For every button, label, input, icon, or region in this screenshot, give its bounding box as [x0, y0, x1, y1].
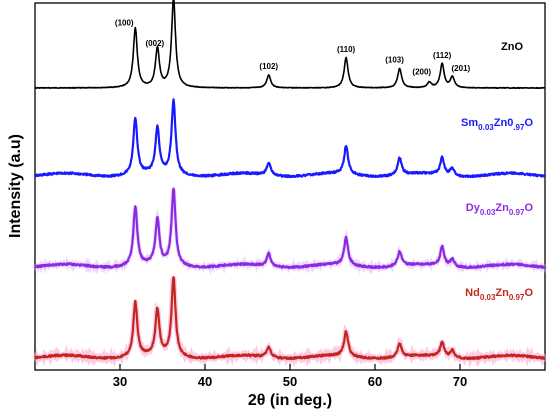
- series-label-part: 0.03: [480, 208, 496, 217]
- peak-label: (102): [259, 62, 278, 71]
- series-label-part: 0.03: [480, 293, 496, 302]
- series-label-part: 0.97: [509, 293, 525, 302]
- series-label-part: 0.03: [478, 123, 494, 132]
- series-3: Dy0.03Zn0.97O: [33, 187, 547, 276]
- series-layer: ZnO(100)(002)(101)(102)(110)(103)(200)(1…: [33, 0, 547, 369]
- peak-label: (103): [385, 56, 404, 65]
- series-label-part: O: [524, 202, 533, 214]
- series-line: [34, 0, 546, 89]
- series-label: Nd0.03Zn0.97O: [465, 287, 533, 302]
- series-glow: [33, 188, 547, 276]
- series-label-part: ZnO: [501, 41, 523, 53]
- series-label: Dy0.03Zn0.97O: [466, 202, 534, 217]
- peak-label: (112): [433, 51, 452, 60]
- series-line: [34, 187, 547, 270]
- y-axis-title: Intensity (a.u): [7, 134, 24, 238]
- peak-label: (110): [337, 45, 356, 54]
- x-tick-label: 60: [368, 374, 382, 389]
- series-2: Sm0.03Zn0.97O: [33, 98, 547, 179]
- series-label-part: Zn: [495, 287, 509, 299]
- plot-frame: [34, 2, 546, 371]
- x-axis-title: 2θ (in deg.): [248, 392, 332, 409]
- series-1: ZnO(100)(002)(101)(102)(110)(103)(200)(1…: [34, 0, 546, 89]
- series-label: Sm0.03Zn0.97O: [461, 117, 533, 132]
- series-label: ZnO: [501, 41, 523, 53]
- series-label-part: O: [524, 117, 533, 129]
- series-label-part: Dy: [466, 202, 481, 214]
- x-tick-label: 30: [113, 374, 127, 389]
- peak-label: (002): [146, 39, 165, 48]
- peak-label: (100): [115, 19, 134, 28]
- x-axis-ticks: 30 40 50 60 70: [113, 364, 467, 389]
- series-label-part: Sm: [461, 117, 478, 129]
- series-label-part: .97: [513, 123, 525, 132]
- series-line: [34, 276, 546, 361]
- series-label-part: O: [524, 287, 533, 299]
- series-label-part: Nd: [465, 287, 480, 299]
- x-tick-label: 50: [283, 374, 297, 389]
- peak-label: (200): [412, 68, 431, 77]
- x-tick-label: 40: [198, 374, 212, 389]
- series-label-part: 0.97: [509, 208, 525, 217]
- series-4: Nd0.03Zn0.97O: [33, 276, 547, 369]
- x-tick-label: 70: [453, 374, 467, 389]
- series-label-part: Zn: [495, 202, 509, 214]
- series-label-part: Zn0: [494, 117, 514, 129]
- peak-label: (201): [452, 64, 471, 73]
- series-line: [33, 98, 547, 179]
